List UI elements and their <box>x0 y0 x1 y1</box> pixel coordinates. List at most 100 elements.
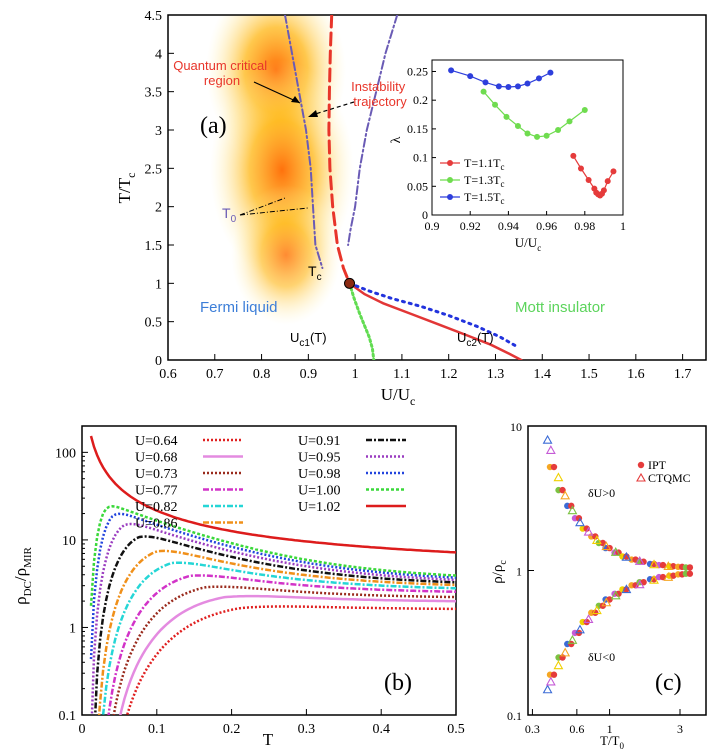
annotation-quantum-critical: Quantum critical region <box>173 58 271 88</box>
annotation-qc-line2: region <box>204 73 240 88</box>
inset-legend-marker <box>447 194 453 200</box>
inset-point <box>514 83 521 90</box>
data-point-ipt <box>568 640 575 648</box>
series-line <box>119 594 456 715</box>
x-tick-label: 0.3 <box>298 722 316 737</box>
data-point-ctqmc <box>649 574 659 584</box>
inset-y-tick-label: 0.1 <box>413 151 428 165</box>
panel-a-ylabel: T/Tc <box>115 173 138 204</box>
data-point-ctqmc <box>621 551 632 561</box>
inset-point <box>467 73 474 80</box>
annotation-tc: Tc <box>308 263 322 283</box>
y-tick-label: 2.5 <box>145 162 163 177</box>
series-line <box>112 585 456 715</box>
annotation-fermi-liquid: Fermi liquid <box>200 299 278 316</box>
series-line <box>101 561 456 715</box>
legend-marker-ipt <box>637 461 645 469</box>
data-point-ipt <box>659 561 667 569</box>
y-tick-label: 10 <box>62 534 76 549</box>
panel-b-frame <box>81 425 457 716</box>
data-point-ctqmc <box>575 624 585 634</box>
data-point-ctqmc <box>545 676 556 686</box>
legend-label: U=0.68 <box>135 451 178 466</box>
x-tick-label: 1.2 <box>440 367 458 382</box>
annotation-qc-line1: Quantum critical <box>173 58 267 73</box>
t0-pointer-2 <box>239 207 309 216</box>
y-tick-label: 0.1 <box>59 709 77 724</box>
inset-legend-label: T=1.1Tc <box>464 156 504 172</box>
annotation-du-pos: δU>0 <box>588 486 615 500</box>
inset-legend-marker <box>447 177 453 183</box>
x-tick-label: 1.7 <box>674 367 692 382</box>
data-point-ctqmc <box>560 490 571 500</box>
panel-c-label: (c) <box>655 670 682 696</box>
inset-x-tick-label: 0.92 <box>460 219 481 233</box>
t0-left-line <box>284 15 324 269</box>
y-tick-label: 0.1 <box>507 709 522 723</box>
inset-point <box>482 79 489 86</box>
inset-ylabel: λ <box>389 136 404 143</box>
data-point-ipt <box>559 654 566 661</box>
inset-point <box>610 168 617 175</box>
data-point-ipt <box>559 486 566 494</box>
panel-b-xlabel: T <box>263 730 274 749</box>
data-point-ipt <box>670 572 677 579</box>
data-point-ipt <box>550 671 558 678</box>
x-tick-label: 0.9 <box>300 367 318 382</box>
data-point-ctqmc <box>560 647 571 657</box>
x-tick-label: 0.8 <box>253 367 271 382</box>
inset-point <box>604 178 611 185</box>
data-point-ipt <box>686 570 694 577</box>
x-tick-label: 1.3 <box>487 367 505 382</box>
inset-xlabel: U/Uc <box>515 235 541 253</box>
inset-point <box>480 88 487 95</box>
data-point-ipt <box>615 590 622 597</box>
uc2-line <box>348 282 523 360</box>
data-point-ipt <box>592 533 599 540</box>
t0-pointer-1 <box>239 197 286 216</box>
inset-point <box>495 83 502 90</box>
x-tick-label: 1.1 <box>393 367 411 382</box>
x-tick-label: 0.2 <box>223 722 241 737</box>
data-point-ctqmc <box>542 684 553 694</box>
y-tick-label: 4.5 <box>145 9 163 24</box>
data-point-ctqmc <box>649 559 659 569</box>
inset-axes: 0.9 0.92 0.94 0.96 0.98 1 0 0.05 0.1 0.15 0.2 0.25 <box>407 64 626 233</box>
panel-a: 0.6 0.7 0.8 0.9 1 1.1 1.2 1.3 1.4 1.5 1.6 1.7 0 0.5 1 1… <box>115 9 707 408</box>
x-tick-label: 0.5 <box>447 722 465 737</box>
inset-point <box>448 67 455 74</box>
data-point-ipt <box>650 576 658 583</box>
inset-point <box>535 75 542 82</box>
data-point-ctqmc <box>545 445 556 454</box>
y-tick-label: 0 <box>155 354 162 369</box>
x-tick-label: 3 <box>677 722 683 736</box>
annotation-uc2: Uc2(T) <box>457 330 494 349</box>
data-point-ctqmc <box>583 614 594 623</box>
data-point-ipt <box>659 573 667 581</box>
inset-point <box>514 123 521 130</box>
panel-c-points <box>542 434 694 694</box>
inset-legend-label: T=1.5Tc <box>464 190 504 206</box>
inset-y-tick-label: 0 <box>422 208 428 222</box>
x-tick-label: 0.6 <box>569 722 584 736</box>
inset-lines <box>448 67 617 199</box>
x-tick-label: 0.6 <box>159 367 177 382</box>
data-point-ctqmc <box>553 660 564 670</box>
panel-c-axes: 0.3 0.6 1 3 0.1 1 10 <box>507 420 683 736</box>
data-point-ctqmc <box>610 547 621 556</box>
inset-point <box>585 176 592 183</box>
uc1-line <box>348 281 376 360</box>
instability-trajectory-line <box>327 15 351 285</box>
y-tick-label: 2 <box>155 201 162 216</box>
inset-point <box>555 127 562 134</box>
panel-a-lines <box>284 15 523 360</box>
annotation-uc1: Uc1(T) <box>290 330 327 349</box>
arrow-qc <box>253 81 301 104</box>
data-point-ctqmc <box>583 526 594 536</box>
inset-point <box>566 118 573 125</box>
panel-a-axes: 0.6 0.7 0.8 0.9 1 1.1 1.2 1.3 1.4 1.5 1.6 1.7 0 0.5 1 1… <box>145 9 692 382</box>
t0-right-line <box>347 15 399 246</box>
